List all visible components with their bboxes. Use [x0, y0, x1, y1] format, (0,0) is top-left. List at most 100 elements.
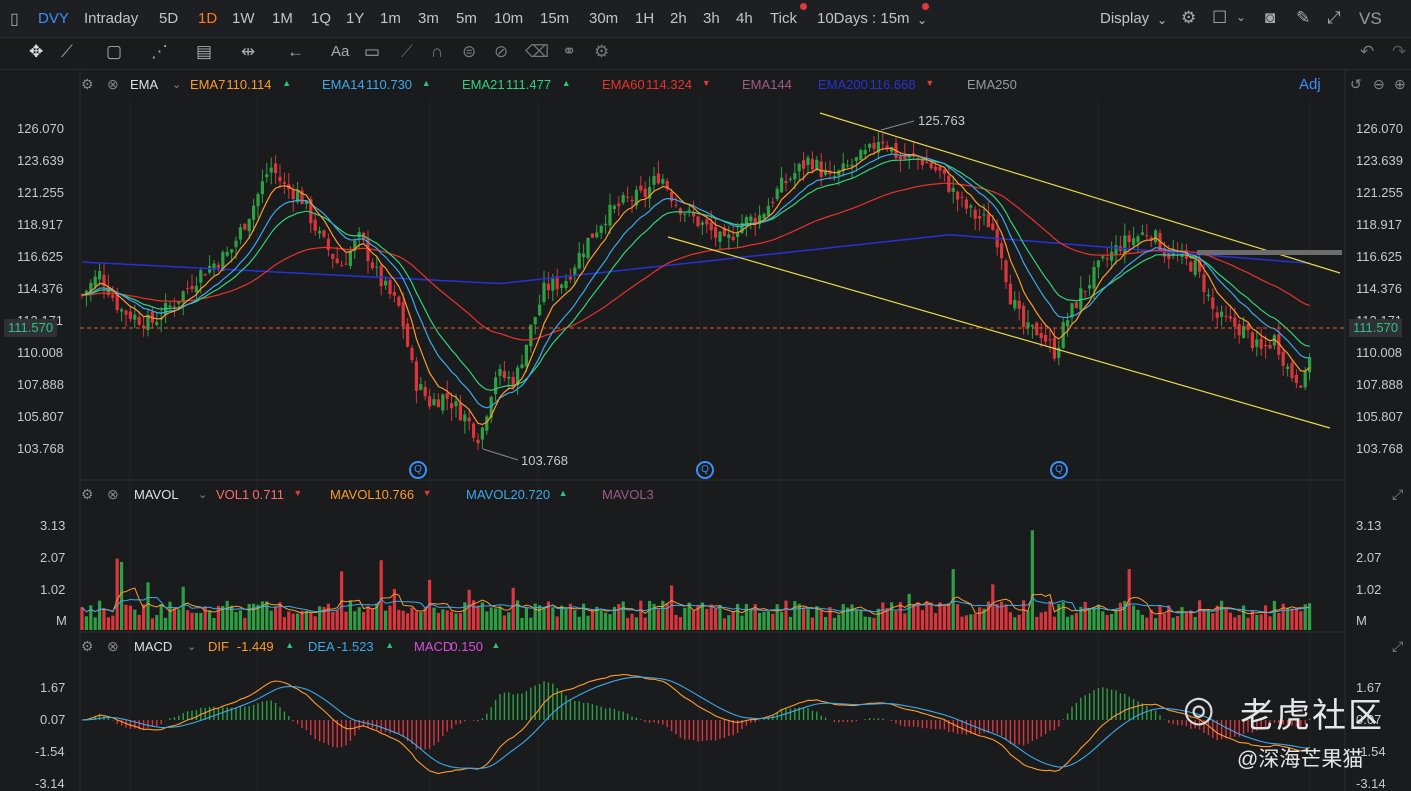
candle-body — [630, 199, 634, 202]
expand-icon[interactable]: ⤢ — [1392, 486, 1404, 502]
undo-icon[interactable]: ↶ — [1360, 42, 1375, 61]
close-icon[interactable]: ⊗ — [107, 486, 119, 502]
volume-bar — [133, 609, 137, 630]
pencil-icon[interactable]: ✎ — [1296, 8, 1311, 27]
period-tab-1w[interactable]: 1W — [232, 10, 255, 27]
chevron-down-icon[interactable]: ⌄ — [1157, 13, 1168, 27]
volume-bar — [1255, 614, 1259, 630]
legend-label-ema14[interactable]: EMA14 — [322, 77, 365, 92]
event-marker-icon[interactable]: Q — [409, 461, 427, 479]
sidebar-toggle-icon[interactable]: ▯ — [10, 11, 19, 28]
event-marker-icon[interactable]: Q — [1050, 461, 1068, 479]
period-tab-1m[interactable]: 1M — [272, 10, 293, 27]
chevron-down-icon[interactable]: ⌄ — [198, 489, 208, 501]
move-cross-icon[interactable]: ✥ — [29, 42, 44, 61]
display-menu[interactable]: Display — [1100, 10, 1150, 27]
indicator-name[interactable]: MAVOL — [134, 487, 179, 502]
volume-bar — [1048, 601, 1052, 630]
legend-label-dif[interactable]: DIF — [208, 639, 229, 654]
trash-icon[interactable]: ⌫ — [525, 42, 550, 61]
legend-label-ema250[interactable]: EMA250 — [967, 77, 1017, 92]
zoom-out-icon[interactable]: ⊖ — [1373, 76, 1385, 92]
period-tab-1q[interactable]: 1Q — [311, 10, 332, 27]
fullscreen-icon[interactable]: ⤢ — [1327, 8, 1341, 27]
period-tab-10m[interactable]: 10m — [494, 10, 524, 27]
measure-tool-icon[interactable]: ⇹ — [241, 42, 256, 61]
volume-bar — [771, 613, 775, 630]
legend-label-macd[interactable]: MACD — [414, 639, 453, 654]
period-tab-3m[interactable]: 3m — [418, 10, 439, 27]
compare-button[interactable]: VS — [1359, 9, 1382, 28]
volume-bar — [907, 593, 911, 630]
redo-icon[interactable]: ↷ — [1392, 42, 1407, 61]
polyline-tool-icon[interactable]: ⋰ — [151, 42, 168, 61]
period-tab-3h[interactable]: 3h — [703, 10, 720, 27]
legend-label-mavol1[interactable]: MAVOL1 — [330, 487, 382, 502]
gear-icon[interactable]: ⚙ — [81, 76, 94, 92]
range-selector[interactable]: 10Days : 15m — [817, 10, 910, 27]
legend-label-ema7[interactable]: EMA7 — [190, 77, 226, 92]
legend-label-dea[interactable]: DEA — [308, 639, 335, 654]
legend-label-mavol3[interactable]: MAVOL3 — [602, 487, 654, 502]
volume-bar — [1026, 610, 1030, 630]
zoom-in-icon[interactable]: ⊕ — [1394, 76, 1406, 92]
volume-bar — [744, 603, 748, 630]
lock-drawing-icon[interactable]: ⊜ — [462, 42, 477, 61]
trendline-tool-icon[interactable]: ⟋ — [61, 42, 73, 61]
rectangle-tool-icon[interactable]: ▢ — [106, 42, 123, 61]
hide-drawing-icon[interactable]: ⊘ — [494, 42, 509, 61]
chevron-down-icon[interactable]: ⌄ — [187, 641, 197, 653]
chevron-down-icon[interactable]: ⌄ — [917, 13, 928, 27]
ruler-icon[interactable]: ⟋ — [401, 42, 413, 61]
candle-body — [612, 205, 616, 209]
indicator-name[interactable]: EMA — [130, 77, 159, 92]
gear-icon[interactable]: ⚙ — [81, 486, 94, 502]
legend-label-ema21[interactable]: EMA21 — [462, 77, 505, 92]
period-tab-1m[interactable]: 1m — [380, 10, 401, 27]
volume-bar — [1237, 615, 1241, 630]
expand-icon[interactable]: ⤢ — [1392, 638, 1404, 654]
period-tab-30m[interactable]: 30m — [589, 10, 619, 27]
legend-trend-icon: ▼ — [422, 488, 432, 498]
settings-icon[interactable]: ⚙ — [594, 42, 610, 61]
period-tab-intraday[interactable]: Intraday — [84, 10, 139, 27]
magnet-icon[interactable]: ∩ — [431, 42, 444, 61]
arrow-tool-icon[interactable]: ← — [287, 42, 304, 61]
axis-tick-label: M — [56, 613, 67, 628]
chevron-down-icon[interactable]: ⌄ — [172, 79, 182, 91]
period-tab-2h[interactable]: 2h — [670, 10, 687, 27]
ticker-symbol[interactable]: DVY — [38, 10, 69, 27]
legend-label-ema60[interactable]: EMA60 — [602, 77, 645, 92]
period-tab-5d[interactable]: 5D — [159, 10, 179, 27]
camera-icon[interactable]: ◙ — [1265, 8, 1276, 27]
period-tab-1y[interactable]: 1Y — [346, 10, 365, 27]
close-icon[interactable]: ⊗ — [107, 638, 119, 654]
chevron-down-icon[interactable]: ⌄ — [1236, 10, 1247, 24]
checkbox-icon[interactable]: ☐ — [1212, 8, 1228, 27]
candle-body — [718, 231, 722, 242]
period-tab-5m[interactable]: 5m — [456, 10, 477, 27]
reset-icon[interactable]: ↺ — [1350, 76, 1362, 92]
gear-icon[interactable]: ⚙ — [1181, 8, 1197, 27]
text-tool-icon[interactable]: Aa — [331, 43, 350, 60]
period-tab-tick[interactable]: Tick — [770, 10, 797, 27]
legend-trend-icon: ▲ — [561, 78, 571, 88]
period-tab-4h[interactable]: 4h — [736, 10, 753, 27]
gear-icon[interactable]: ⚙ — [81, 638, 94, 654]
legend-label-mavol2[interactable]: MAVOL2 — [466, 487, 518, 502]
legend-label-ema144[interactable]: EMA144 — [742, 77, 792, 92]
indicator-name[interactable]: MACD — [134, 639, 173, 654]
fib-tool-icon[interactable]: ▤ — [196, 42, 213, 61]
period-tab-1h[interactable]: 1H — [635, 10, 655, 27]
event-marker-icon[interactable]: Q — [696, 461, 714, 479]
period-tab-15m[interactable]: 15m — [540, 10, 570, 27]
legend-label-vol1[interactable]: VOL1 — [216, 487, 250, 502]
axis-tick-label: -3.14 — [1356, 776, 1386, 791]
comment-tool-icon[interactable]: ▭ — [364, 42, 381, 61]
period-tab-1d[interactable]: 1D — [198, 10, 218, 27]
legend-label-ema200[interactable]: EMA200 — [818, 77, 868, 92]
adjust-toggle[interactable]: Adj — [1299, 76, 1321, 93]
close-icon[interactable]: ⊗ — [107, 76, 119, 92]
link-icon[interactable]: ⚭ — [562, 42, 577, 61]
